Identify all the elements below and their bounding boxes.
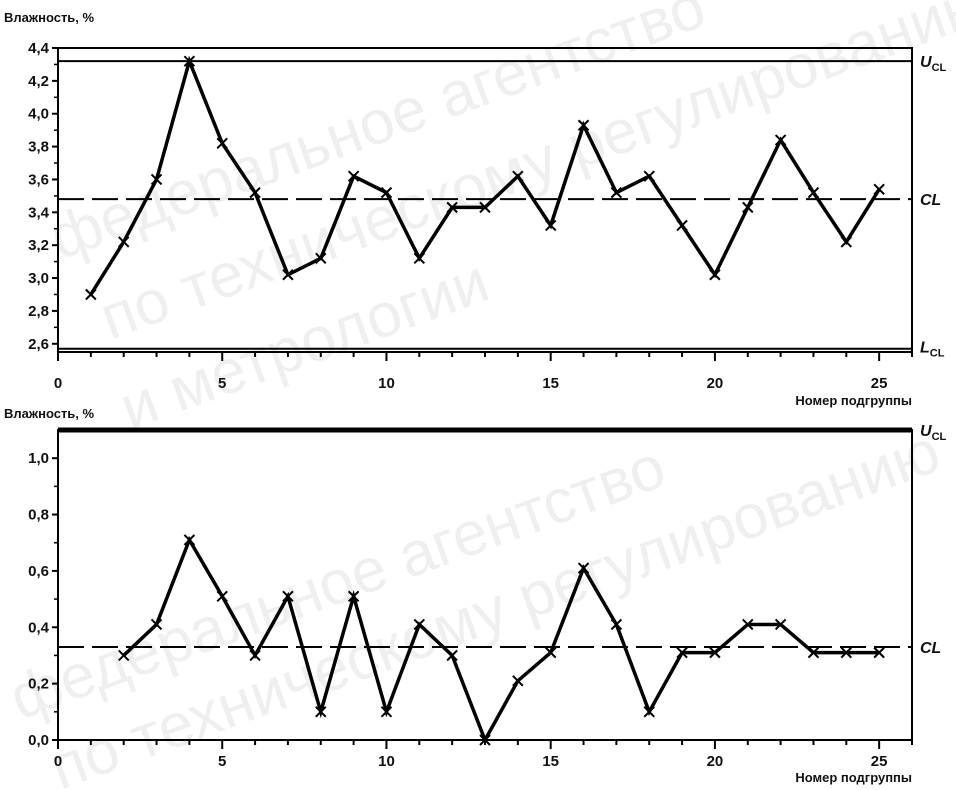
x-axis-label: Номер подгруппы bbox=[795, 770, 912, 785]
y-tick-label: 0,4 bbox=[28, 619, 50, 636]
y-tick-label: 4,0 bbox=[28, 106, 49, 123]
y-tick-label: 1,0 bbox=[28, 450, 49, 467]
y-tick-label: 0,8 bbox=[28, 507, 49, 524]
x-tick-label: 10 bbox=[378, 753, 395, 770]
y-tick-label: 3,4 bbox=[28, 204, 50, 221]
cl-label: CL bbox=[920, 192, 941, 209]
y-tick-label: 0,6 bbox=[28, 563, 49, 580]
x-tick-label: 10 bbox=[378, 375, 395, 392]
x-tick-label: 25 bbox=[871, 375, 888, 392]
ucl-label-sub: CL bbox=[932, 62, 947, 74]
ucl-label: UCL bbox=[920, 54, 947, 74]
y-tick-label: 2,8 bbox=[28, 303, 49, 320]
y-axis-label: Влажность, % bbox=[4, 406, 95, 421]
x-tick-label: 0 bbox=[54, 375, 62, 392]
x-tick-label: 15 bbox=[542, 753, 559, 770]
y-tick-label: 3,2 bbox=[28, 237, 49, 254]
y-tick-label: 4,4 bbox=[28, 40, 50, 57]
cl-label: CL bbox=[920, 640, 941, 657]
y-tick-label: 0,0 bbox=[28, 732, 49, 749]
y-tick-label: 3,0 bbox=[28, 270, 49, 287]
x-tick-label: 20 bbox=[707, 753, 724, 770]
lcl-label-sub: CL bbox=[930, 348, 945, 360]
ucl-label-sub: CL bbox=[932, 431, 947, 443]
y-tick-label: 0,2 bbox=[28, 676, 49, 693]
y-tick-label: 4,2 bbox=[28, 73, 49, 90]
x-tick-label: 25 bbox=[871, 753, 888, 770]
x-axis-label: Номер подгруппы bbox=[795, 393, 912, 408]
x-tick-label: 15 bbox=[542, 375, 559, 392]
lcl-label: LCL bbox=[920, 340, 945, 360]
y-tick-label: 3,8 bbox=[28, 139, 49, 156]
y-axis-label: Влажность, % bbox=[4, 10, 95, 25]
x-tick-label: 5 bbox=[218, 375, 226, 392]
y-tick-label: 3,6 bbox=[28, 171, 49, 188]
x-tick-label: 20 bbox=[707, 375, 724, 392]
x-tick-label: 0 bbox=[54, 753, 62, 770]
x-tick-label: 5 bbox=[218, 753, 226, 770]
y-tick-label: 2,6 bbox=[28, 336, 49, 353]
